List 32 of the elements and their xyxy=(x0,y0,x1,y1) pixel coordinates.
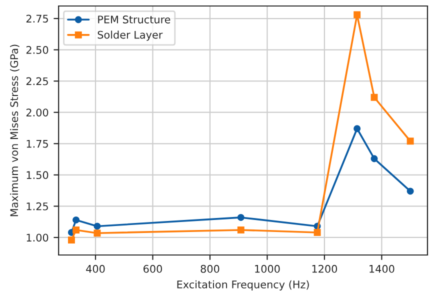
y-tick-label: 2.75 xyxy=(26,14,48,23)
point xyxy=(370,94,378,101)
y-tick-label: 1.25 xyxy=(26,202,48,210)
y-tick-label: 1.50 xyxy=(26,171,48,180)
x-tick-label: 1400 xyxy=(370,264,394,273)
y-tick-label: 1.00 xyxy=(26,234,48,242)
point xyxy=(354,11,361,18)
y-tick-label: 2.50 xyxy=(26,46,48,54)
y-tick-label: 2.00 xyxy=(26,108,48,116)
legend-label: Solder Layer xyxy=(98,30,163,41)
y-axis-title: Maximum von Mises Stress (GPa) xyxy=(10,44,20,216)
point xyxy=(370,155,378,162)
x-tick-label: 1200 xyxy=(312,264,338,273)
x-tick-label: 1000 xyxy=(255,264,280,273)
point xyxy=(406,138,414,145)
x-tick-label: 400 xyxy=(86,264,105,273)
point xyxy=(237,226,244,234)
point xyxy=(406,188,414,195)
point xyxy=(94,222,101,230)
y-tick-label: 1.75 xyxy=(26,140,48,148)
point xyxy=(72,216,80,224)
point xyxy=(94,230,101,237)
legend-label: PEM Structure xyxy=(98,16,170,24)
point xyxy=(72,226,80,234)
point xyxy=(314,229,321,236)
x-tick-label: 600 xyxy=(144,264,162,273)
y-tick-label: 2.25 xyxy=(26,77,48,86)
point xyxy=(237,214,244,221)
x-axis-title: Excitation Frequency (Hz) xyxy=(177,280,309,290)
x-tick-label: 800 xyxy=(200,264,220,273)
point xyxy=(354,125,361,132)
point xyxy=(68,236,75,244)
